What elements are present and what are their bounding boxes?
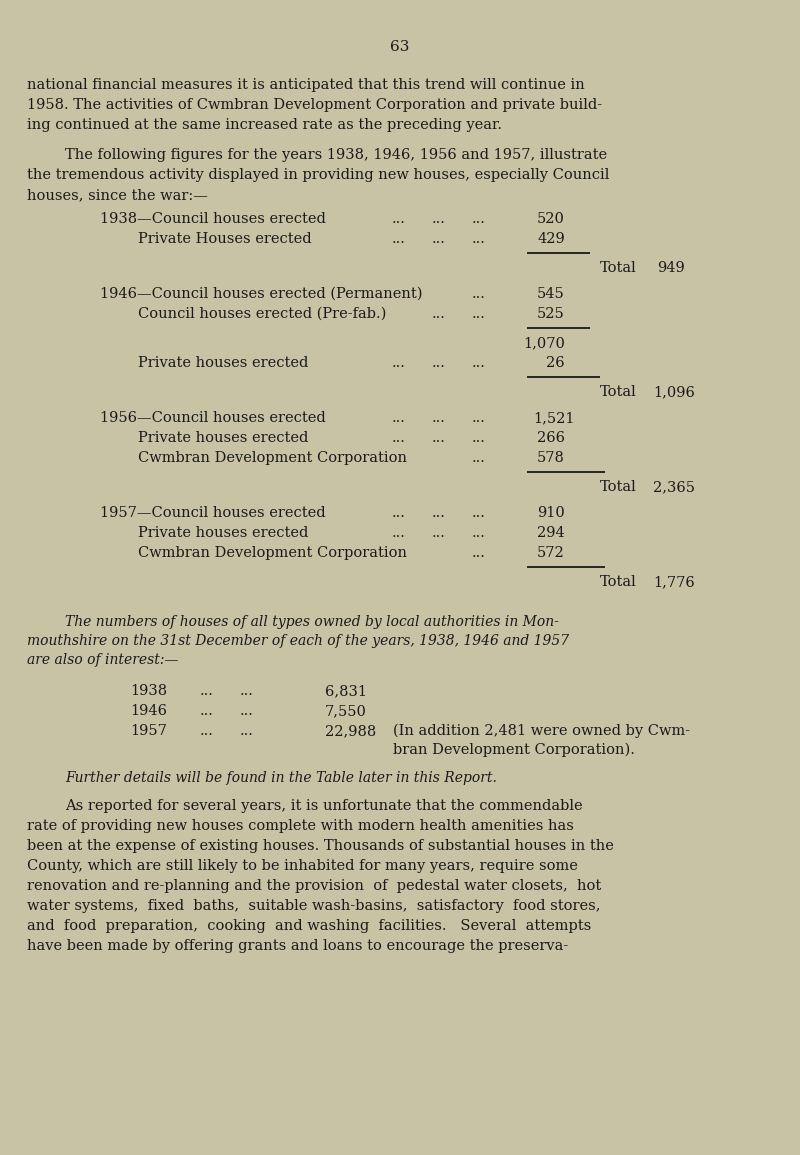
Text: Private houses erected: Private houses erected (138, 431, 308, 445)
Text: 294: 294 (538, 526, 565, 541)
Text: ...: ... (392, 526, 406, 541)
Text: ...: ... (472, 232, 486, 246)
Text: ...: ... (472, 506, 486, 520)
Text: ...: ... (392, 213, 406, 226)
Text: 578: 578 (537, 450, 565, 465)
Text: 1946—Council houses erected (Permanent): 1946—Council houses erected (Permanent) (100, 286, 422, 301)
Text: have been made by offering grants and loans to encourage the preserva-: have been made by offering grants and lo… (27, 939, 568, 953)
Text: ...: ... (200, 684, 214, 698)
Text: ...: ... (432, 213, 446, 226)
Text: 1,776: 1,776 (654, 575, 695, 589)
Text: ...: ... (200, 705, 214, 718)
Text: 2,365: 2,365 (653, 480, 695, 494)
Text: 572: 572 (538, 546, 565, 560)
Text: ...: ... (392, 356, 406, 370)
Text: ...: ... (432, 232, 446, 246)
Text: Total: Total (600, 575, 637, 589)
Text: ...: ... (472, 307, 486, 321)
Text: 1,521: 1,521 (534, 411, 575, 425)
Text: Private houses erected: Private houses erected (138, 526, 308, 541)
Text: 525: 525 (538, 307, 565, 321)
Text: Total: Total (600, 261, 637, 275)
Text: ...: ... (240, 724, 254, 738)
Text: (In addition 2,481 were owned by Cwm-: (In addition 2,481 were owned by Cwm- (393, 724, 690, 738)
Text: ...: ... (240, 705, 254, 718)
Text: The numbers of houses of all types owned by local authorities in Mon-: The numbers of houses of all types owned… (65, 614, 559, 629)
Text: 1956—Council houses erected: 1956—Council houses erected (100, 411, 326, 425)
Text: Total: Total (600, 480, 637, 494)
Text: Total: Total (600, 385, 637, 398)
Text: ...: ... (472, 213, 486, 226)
Text: national financial measures it is anticipated that this trend will continue in: national financial measures it is antici… (27, 79, 585, 92)
Text: ...: ... (472, 546, 486, 560)
Text: ...: ... (472, 450, 486, 465)
Text: ...: ... (472, 411, 486, 425)
Text: 910: 910 (538, 506, 565, 520)
Text: ...: ... (392, 411, 406, 425)
Text: As reported for several years, it is unfortunate that the commendable: As reported for several years, it is unf… (65, 799, 582, 813)
Text: 7,550: 7,550 (325, 705, 367, 718)
Text: ing continued at the same increased rate as the preceding year.: ing continued at the same increased rate… (27, 118, 502, 132)
Text: Council houses erected (Pre-fab.): Council houses erected (Pre-fab.) (138, 307, 386, 321)
Text: 520: 520 (537, 213, 565, 226)
Text: ...: ... (472, 286, 486, 301)
Text: 429: 429 (538, 232, 565, 246)
Text: bran Development Corporation).: bran Development Corporation). (393, 743, 635, 758)
Text: been at the expense of existing houses. Thousands of substantial houses in the: been at the expense of existing houses. … (27, 839, 614, 854)
Text: 545: 545 (538, 286, 565, 301)
Text: ...: ... (472, 356, 486, 370)
Text: 22,988: 22,988 (325, 724, 376, 738)
Text: 266: 266 (537, 431, 565, 445)
Text: water systems,  fixed  baths,  suitable wash-basins,  satisfactory  food stores,: water systems, fixed baths, suitable was… (27, 899, 601, 912)
Text: mouthshire on the 31st December of each of the years, 1938, 1946 and 1957: mouthshire on the 31st December of each … (27, 634, 569, 648)
Text: ...: ... (432, 431, 446, 445)
Text: and  food  preparation,  cooking  and washing  facilities.   Several  attempts: and food preparation, cooking and washin… (27, 919, 591, 933)
Text: houses, since the war:—: houses, since the war:— (27, 188, 208, 202)
Text: Private Houses erected: Private Houses erected (138, 232, 312, 246)
Text: 6,831: 6,831 (325, 684, 367, 698)
Text: ...: ... (392, 431, 406, 445)
Text: 1957—Council houses erected: 1957—Council houses erected (100, 506, 326, 520)
Text: 1,070: 1,070 (523, 336, 565, 350)
Text: are also of interest:—: are also of interest:— (27, 653, 178, 666)
Text: 1946: 1946 (130, 705, 167, 718)
Text: ...: ... (432, 307, 446, 321)
Text: 26: 26 (546, 356, 565, 370)
Text: Private houses erected: Private houses erected (138, 356, 308, 370)
Text: ...: ... (432, 506, 446, 520)
Text: 1957: 1957 (130, 724, 167, 738)
Text: ...: ... (432, 356, 446, 370)
Text: ...: ... (472, 431, 486, 445)
Text: 1,096: 1,096 (653, 385, 695, 398)
Text: ...: ... (392, 232, 406, 246)
Text: The following figures for the years 1938, 1946, 1956 and 1957, illustrate: The following figures for the years 1938… (65, 148, 607, 162)
Text: ...: ... (432, 411, 446, 425)
Text: County, which are still likely to be inhabited for many years, require some: County, which are still likely to be inh… (27, 859, 578, 873)
Text: ...: ... (472, 526, 486, 541)
Text: 1938: 1938 (130, 684, 167, 698)
Text: renovation and re-planning and the provision  of  pedestal water closets,  hot: renovation and re-planning and the provi… (27, 879, 602, 893)
Text: Cwmbran Development Corporation: Cwmbran Development Corporation (138, 546, 407, 560)
Text: Cwmbran Development Corporation: Cwmbran Development Corporation (138, 450, 407, 465)
Text: ...: ... (240, 684, 254, 698)
Text: 949: 949 (658, 261, 685, 275)
Text: ...: ... (392, 506, 406, 520)
Text: 1938—Council houses erected: 1938—Council houses erected (100, 213, 326, 226)
Text: Further details will be found in the Table later in this Report.: Further details will be found in the Tab… (65, 772, 497, 785)
Text: ...: ... (200, 724, 214, 738)
Text: the tremendous activity displayed in providing new houses, especially Council: the tremendous activity displayed in pro… (27, 167, 610, 182)
Text: rate of providing new houses complete with modern health amenities has: rate of providing new houses complete wi… (27, 819, 574, 833)
Text: 63: 63 (390, 40, 410, 54)
Text: ...: ... (432, 526, 446, 541)
Text: 1958. The activities of Cwmbran Development Corporation and private build-: 1958. The activities of Cwmbran Developm… (27, 98, 602, 112)
